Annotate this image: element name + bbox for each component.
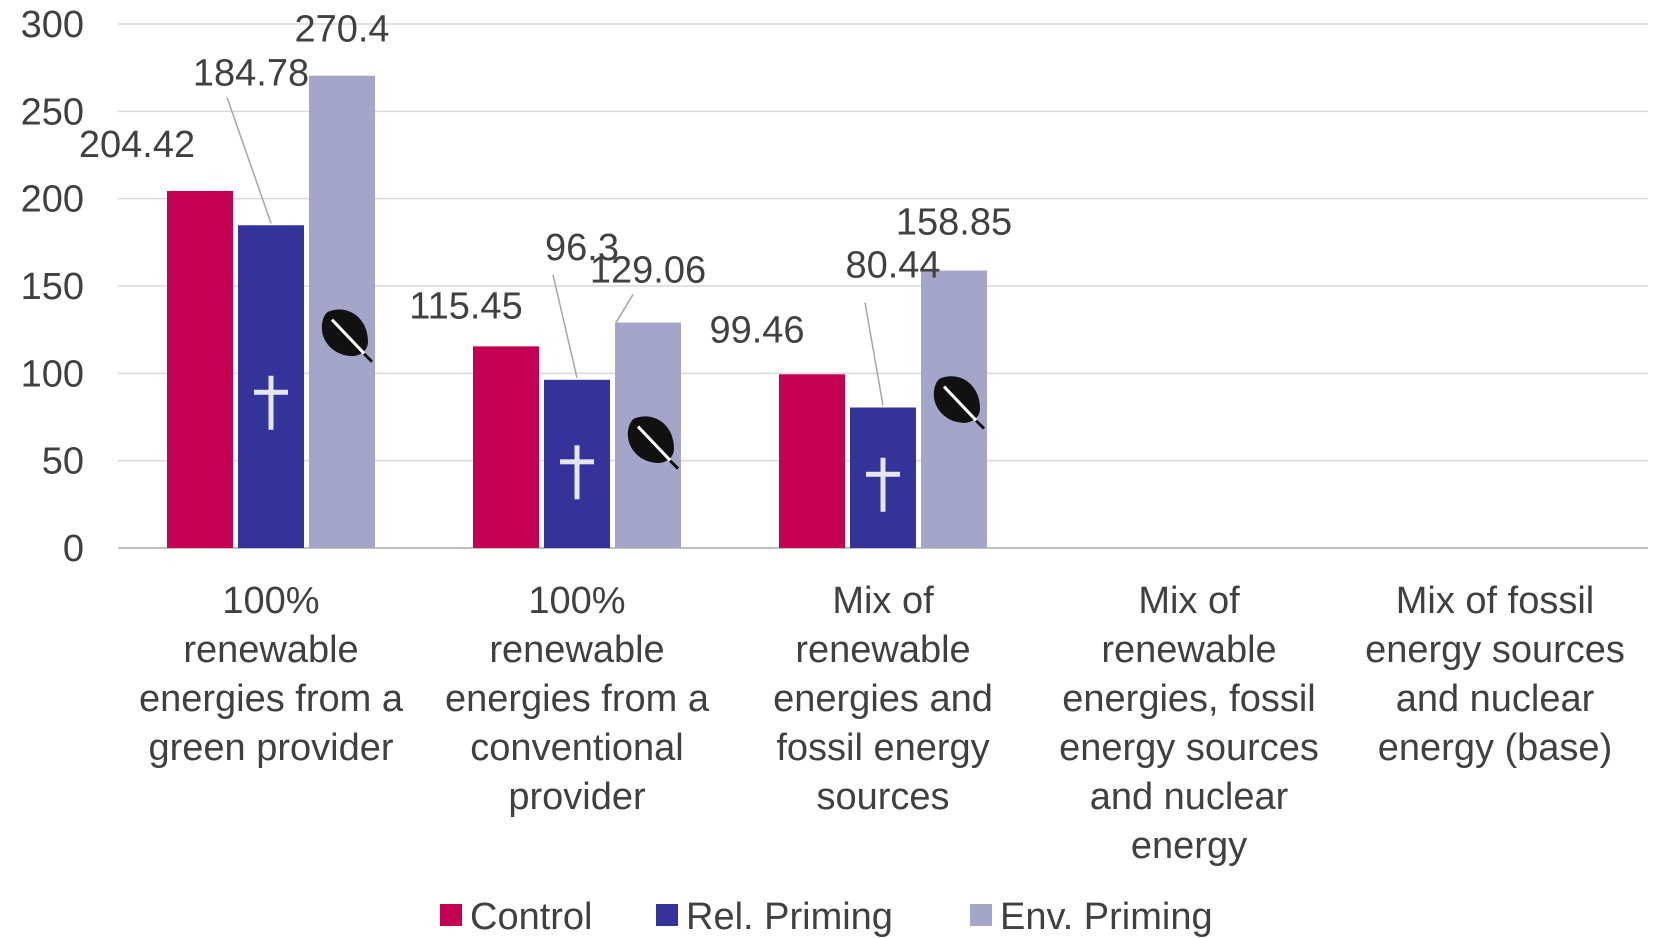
category-label-line: renewable: [183, 629, 358, 671]
y-tick-label: 50: [42, 441, 84, 483]
category-label-line: Mix of fossil: [1396, 580, 1594, 622]
category-label-line: Mix of: [1138, 580, 1240, 622]
leader-line: [864, 302, 884, 406]
bar-icons: [254, 309, 986, 512]
category-label-line: 100%: [528, 580, 625, 622]
category-label-line: energies, fossil: [1062, 678, 1315, 720]
y-tick-label: 200: [21, 179, 84, 221]
data-label: 99.46: [709, 309, 804, 351]
category-label-line: energies from a: [139, 678, 404, 720]
category-label-line: renewable: [795, 629, 970, 671]
category-label-line: and nuclear: [1396, 678, 1595, 720]
legend-swatch: [656, 904, 678, 926]
category-label-line: provider: [508, 776, 646, 818]
category-label-line: green provider: [148, 727, 393, 769]
leaf-icon: [321, 309, 374, 363]
legend-item: Rel. Priming: [656, 896, 893, 938]
data-label: 129.06: [590, 250, 706, 292]
category-label-line: and nuclear: [1090, 776, 1289, 818]
data-label: 270.4: [294, 9, 389, 51]
category-label-line: energy sources: [1365, 629, 1625, 671]
category-label-line: renewable: [489, 629, 664, 671]
data-label: 184.78: [193, 52, 309, 94]
bar-control: [167, 190, 233, 548]
category-label-line: energy sources: [1059, 727, 1319, 769]
legend-label: Control: [470, 896, 593, 938]
leader-line: [226, 97, 272, 224]
legend-item: Env. Priming: [970, 896, 1213, 938]
leaf-icon: [627, 416, 680, 470]
category-label-line: energy: [1131, 825, 1247, 867]
category-label: Mix of renewable energies, fossil energy so…: [1059, 580, 1319, 867]
category-label: Mix of fossil energy sources and nuclear en…: [1365, 580, 1625, 769]
legend: Control Rel. Priming Env. Priming: [440, 896, 1213, 938]
category-label: Mix of renewable energies and fossil energy…: [773, 580, 993, 818]
category-label-line: energies and: [773, 678, 993, 720]
leaf-icon: [933, 376, 986, 430]
category-label-line: energy (base): [1378, 727, 1612, 769]
data-label: 158.85: [896, 202, 1012, 244]
cross-icon: [254, 375, 288, 430]
category-label-line: fossil energy: [776, 727, 989, 769]
data-label: 96.3: [545, 227, 619, 269]
category-label-line: sources: [816, 776, 949, 818]
leader-line: [615, 294, 634, 323]
category-label: 100% renewable energies from a green provid…: [139, 580, 404, 769]
category-label-line: conventional: [470, 727, 683, 769]
category-label-line: 100%: [222, 580, 319, 622]
cross-icon: [560, 445, 594, 500]
category-label-line: energies from a: [445, 678, 710, 720]
y-tick-label: 150: [21, 266, 84, 308]
category-label-line: renewable: [1101, 629, 1276, 671]
legend-label: Env. Priming: [1000, 896, 1213, 938]
x-axis-category-labels: 100% renewable energies from a green provid…: [139, 580, 1625, 867]
y-tick-label: 250: [21, 91, 84, 133]
label-leader-lines: [226, 97, 884, 406]
cross-icon: [866, 457, 900, 512]
legend-swatch: [440, 904, 462, 926]
data-label: 80.44: [845, 244, 940, 286]
y-axis-tick-labels: 0 50 100 150 200 250 300: [21, 4, 84, 570]
legend-label: Rel. Priming: [686, 896, 893, 938]
data-label: 204.42: [79, 124, 195, 166]
y-tick-label: 300: [21, 4, 84, 46]
legend-item: Control: [440, 896, 593, 938]
legend-swatch: [970, 904, 992, 926]
data-label: 115.45: [409, 285, 522, 327]
bar-control: [473, 346, 539, 548]
category-label-line: Mix of: [832, 580, 934, 622]
bar-control: [779, 374, 845, 548]
leader-line: [552, 274, 578, 378]
y-tick-label: 100: [21, 353, 84, 395]
y-tick-label: 0: [63, 528, 84, 570]
category-label: 100% renewable energies from a conventional…: [445, 580, 710, 818]
